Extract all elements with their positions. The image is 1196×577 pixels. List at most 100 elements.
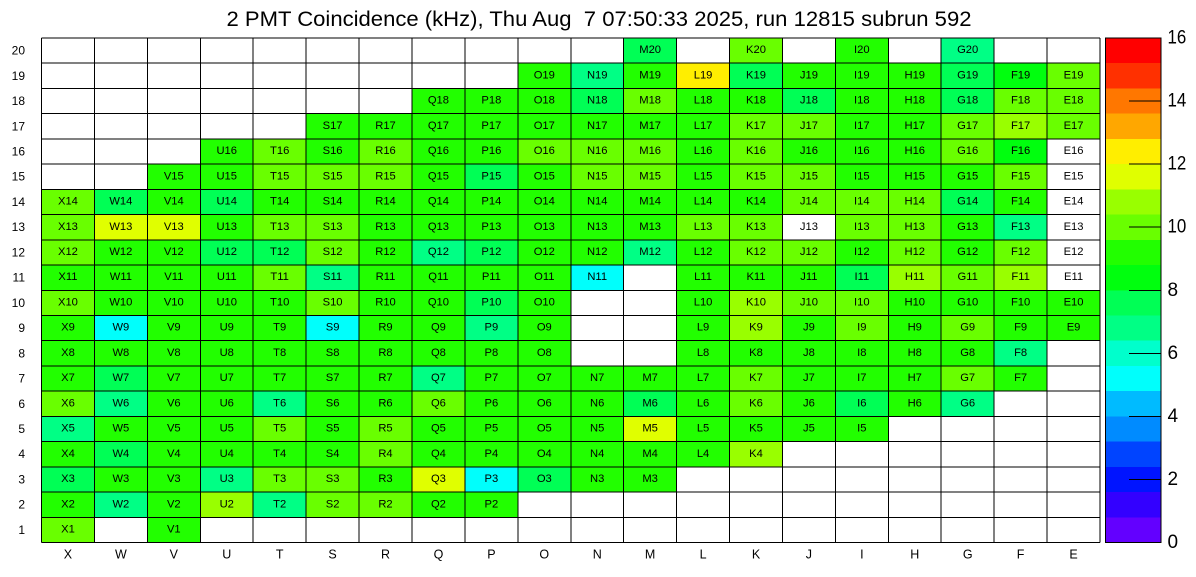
svg-text:12: 12 [12,245,26,259]
svg-text:U10: U10 [216,296,237,308]
svg-text:Q: Q [434,548,444,562]
svg-text:H7: H7 [908,372,922,384]
svg-text:S12: S12 [323,246,343,258]
svg-text:G20: G20 [957,44,978,56]
svg-text:O18: O18 [534,95,555,107]
svg-text:T14: T14 [270,196,289,208]
svg-text:O10: O10 [534,296,555,308]
svg-text:H15: H15 [904,170,925,182]
svg-text:F19: F19 [1011,69,1030,81]
svg-text:K11: K11 [746,271,765,283]
svg-text:I10: I10 [854,296,870,308]
svg-text:Q14: Q14 [428,196,449,208]
svg-text:P: P [487,548,495,562]
svg-text:E19: E19 [1064,69,1084,81]
svg-text:19: 19 [12,69,26,83]
svg-text:K6: K6 [749,397,763,409]
svg-text:E9: E9 [1067,322,1081,334]
svg-text:I5: I5 [857,423,866,435]
svg-text:R16: R16 [375,145,396,157]
svg-text:R9: R9 [378,322,392,334]
svg-text:M16: M16 [639,145,661,157]
svg-text:Q16: Q16 [428,145,449,157]
svg-text:L15: L15 [694,170,713,182]
svg-text:F10: F10 [1011,296,1030,308]
svg-text:P17: P17 [481,120,501,132]
svg-text:18: 18 [12,94,26,108]
svg-text:M: M [645,548,655,562]
svg-text:P7: P7 [485,372,499,384]
svg-text:10: 10 [1168,217,1187,238]
svg-text:P12: P12 [481,246,501,258]
svg-text:H18: H18 [904,95,925,107]
svg-text:Q11: Q11 [428,271,448,283]
svg-text:Q15: Q15 [428,170,449,182]
svg-text:J17: J17 [800,120,818,132]
svg-text:U7: U7 [220,372,234,384]
svg-text:N7: N7 [590,372,604,384]
svg-text:H12: H12 [904,246,925,258]
svg-text:U5: U5 [220,423,234,435]
svg-text:Q18: Q18 [428,95,449,107]
svg-text:F8: F8 [1014,347,1027,359]
svg-text:T11: T11 [270,271,288,283]
svg-text:Q2: Q2 [431,498,446,510]
svg-text:P15: P15 [481,170,501,182]
svg-text:K7: K7 [749,372,763,384]
svg-text:K8: K8 [749,347,763,359]
svg-text:L19: L19 [694,69,713,81]
svg-text:G7: G7 [960,372,975,384]
svg-text:L6: L6 [697,397,709,409]
svg-text:P11: P11 [482,271,501,283]
svg-text:X13: X13 [58,221,78,233]
svg-text:O13: O13 [534,221,555,233]
svg-text:15: 15 [12,170,26,184]
svg-text:K15: K15 [746,170,766,182]
svg-text:W9: W9 [112,322,129,334]
svg-text:X1: X1 [61,523,75,535]
svg-text:K12: K12 [746,246,766,258]
svg-text:N19: N19 [587,69,608,81]
svg-text:10: 10 [12,296,26,310]
svg-text:I18: I18 [854,95,870,107]
svg-text:9: 9 [18,321,25,335]
svg-text:U6: U6 [220,397,234,409]
svg-text:H17: H17 [904,120,925,132]
svg-text:G16: G16 [957,145,978,157]
svg-text:O9: O9 [537,322,552,334]
svg-text:G6: G6 [960,397,975,409]
svg-text:N13: N13 [587,221,608,233]
svg-text:L13: L13 [694,221,713,233]
svg-text:J13: J13 [800,221,818,233]
svg-text:M6: M6 [642,397,658,409]
svg-text:E17: E17 [1064,120,1084,132]
svg-text:P5: P5 [485,423,499,435]
svg-text:R17: R17 [375,120,396,132]
svg-text:E13: E13 [1064,221,1084,233]
svg-text:H9: H9 [908,322,922,334]
svg-text:R11: R11 [376,271,396,283]
svg-text:J14: J14 [800,196,818,208]
svg-text:L16: L16 [694,145,713,157]
svg-text:W8: W8 [112,347,129,359]
svg-text:12: 12 [1168,154,1187,175]
svg-text:F18: F18 [1011,95,1030,107]
svg-text:O12: O12 [534,246,555,258]
svg-text:R15: R15 [375,170,396,182]
svg-text:Q6: Q6 [431,397,446,409]
svg-text:20: 20 [12,44,26,58]
svg-text:I16: I16 [854,145,870,157]
svg-text:O4: O4 [537,448,552,460]
svg-text:U9: U9 [220,322,234,334]
svg-text:H19: H19 [904,69,925,81]
svg-text:S3: S3 [326,473,340,485]
svg-text:6: 6 [1168,343,1179,364]
svg-text:G12: G12 [957,246,978,258]
svg-text:Q17: Q17 [428,120,449,132]
svg-text:S9: S9 [326,322,340,334]
svg-text:6: 6 [18,397,25,411]
svg-text:M3: M3 [642,473,658,485]
svg-text:J5: J5 [803,423,815,435]
svg-text:T16: T16 [270,145,289,157]
svg-text:U11: U11 [217,271,237,283]
